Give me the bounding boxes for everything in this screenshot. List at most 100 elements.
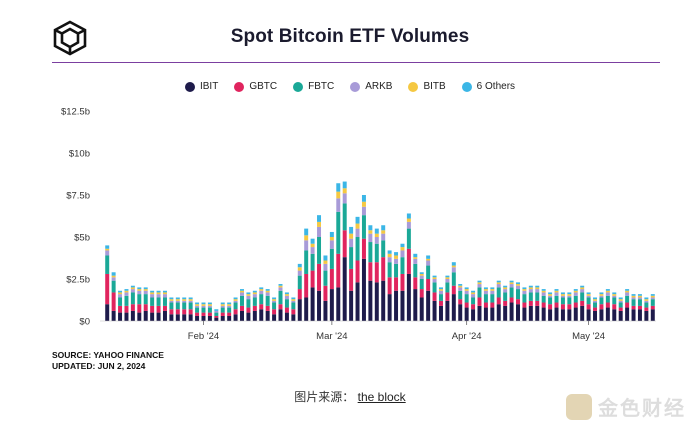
y-tick-label: $0 [79,317,90,328]
bar-segment [182,297,187,300]
bar-segment [612,292,617,295]
bar-segment [195,312,200,316]
bar-segment [111,277,116,281]
bar-segment [413,263,418,278]
bar-segment [573,289,578,291]
bar-segment [471,294,476,298]
bar-segment [451,267,456,273]
bar-segment [355,223,360,229]
bar-segment [162,305,167,311]
bar-segment [432,282,437,293]
bar-segment [618,307,623,311]
legend-item: BITB [408,81,446,92]
bar-segment [355,282,360,321]
bar-segment [336,253,341,288]
bar-segment [304,250,309,274]
bar-segment [599,304,604,310]
bar-segment [130,287,135,290]
bar-segment [528,292,533,301]
bar-segment [124,292,129,296]
bar-segment [272,302,277,310]
bar-segment [650,299,655,306]
bar-segment [188,297,193,300]
bar-segment [381,230,386,234]
bar-segment [387,262,392,278]
legend-swatch [293,81,304,92]
bar-segment [458,290,463,300]
bar-segment [567,304,572,310]
bar-segment [201,305,206,308]
bar-segment [541,289,546,291]
bar-segment [342,257,347,321]
bar-segment [618,297,623,300]
bar-segment [381,233,386,241]
chart-legend: IBIT GBTC FBTC ARKB BITB 6 Others [0,81,700,92]
bar-segment [118,290,123,293]
bar-segment [438,290,443,295]
bar-segment [201,304,206,306]
bar-segment [637,309,642,321]
bar-segment [188,299,193,301]
bar-segment [278,285,283,288]
bar-segment [593,297,598,300]
bar-segment [490,294,495,303]
bar-segment [143,289,148,291]
bar-segment [342,203,347,231]
bar-segment [631,295,636,298]
updated-label: UPDATED: JUN 2, 2024 [52,361,146,371]
bar-segment [593,310,598,321]
bar-segment [349,226,354,234]
bar-segment [548,309,553,321]
bar-segment [265,290,270,293]
bar-segment [503,305,508,321]
bar-segment [214,315,219,318]
bar-segment [188,300,193,303]
bar-segment [118,305,123,313]
bar-segment [471,297,476,305]
bar-segment [535,300,540,306]
bar-segment [419,273,424,276]
bar-segment [400,273,405,291]
bar-segment [156,305,161,313]
bar-segment [220,302,225,305]
bar-segment [586,297,591,305]
bar-segment [272,299,277,301]
bar-segment [560,294,565,296]
bar-segment [361,195,366,202]
bar-segment [413,253,418,258]
bar-segment [304,240,309,251]
bar-segment [374,228,379,234]
y-tick-label: $10b [69,149,90,160]
bar-segment [471,292,476,295]
bar-segment [150,290,155,293]
bar-segment [618,299,623,301]
bar-segment [650,297,655,300]
bar-segment [426,265,431,279]
bar-segment [438,287,443,290]
bar-segment [483,287,488,290]
bar-segment [207,304,212,306]
bar-segment [156,312,161,321]
bar-segment [278,287,283,291]
bar-segment [464,294,469,303]
bar-segment [522,294,527,303]
bar-segment [406,218,411,222]
bar-segment [554,289,559,291]
bar-segment [175,297,180,300]
bar-segment [162,297,167,306]
y-tick-label: $5b [74,233,90,244]
bar-segment [528,300,533,306]
bar-segment [618,300,623,303]
legend-label: GBTC [249,81,278,92]
caption-source-link[interactable]: the block [357,390,406,404]
bar-segment [535,285,540,288]
bar-segment [342,188,347,194]
bar-segment [252,292,257,295]
bar-segment [368,225,373,231]
bar-segment [252,294,257,298]
bar-segment [445,292,450,301]
bar-segment [361,238,366,259]
bar-segment [105,273,110,305]
bar-segment [650,309,655,321]
bar-segment [240,290,244,293]
